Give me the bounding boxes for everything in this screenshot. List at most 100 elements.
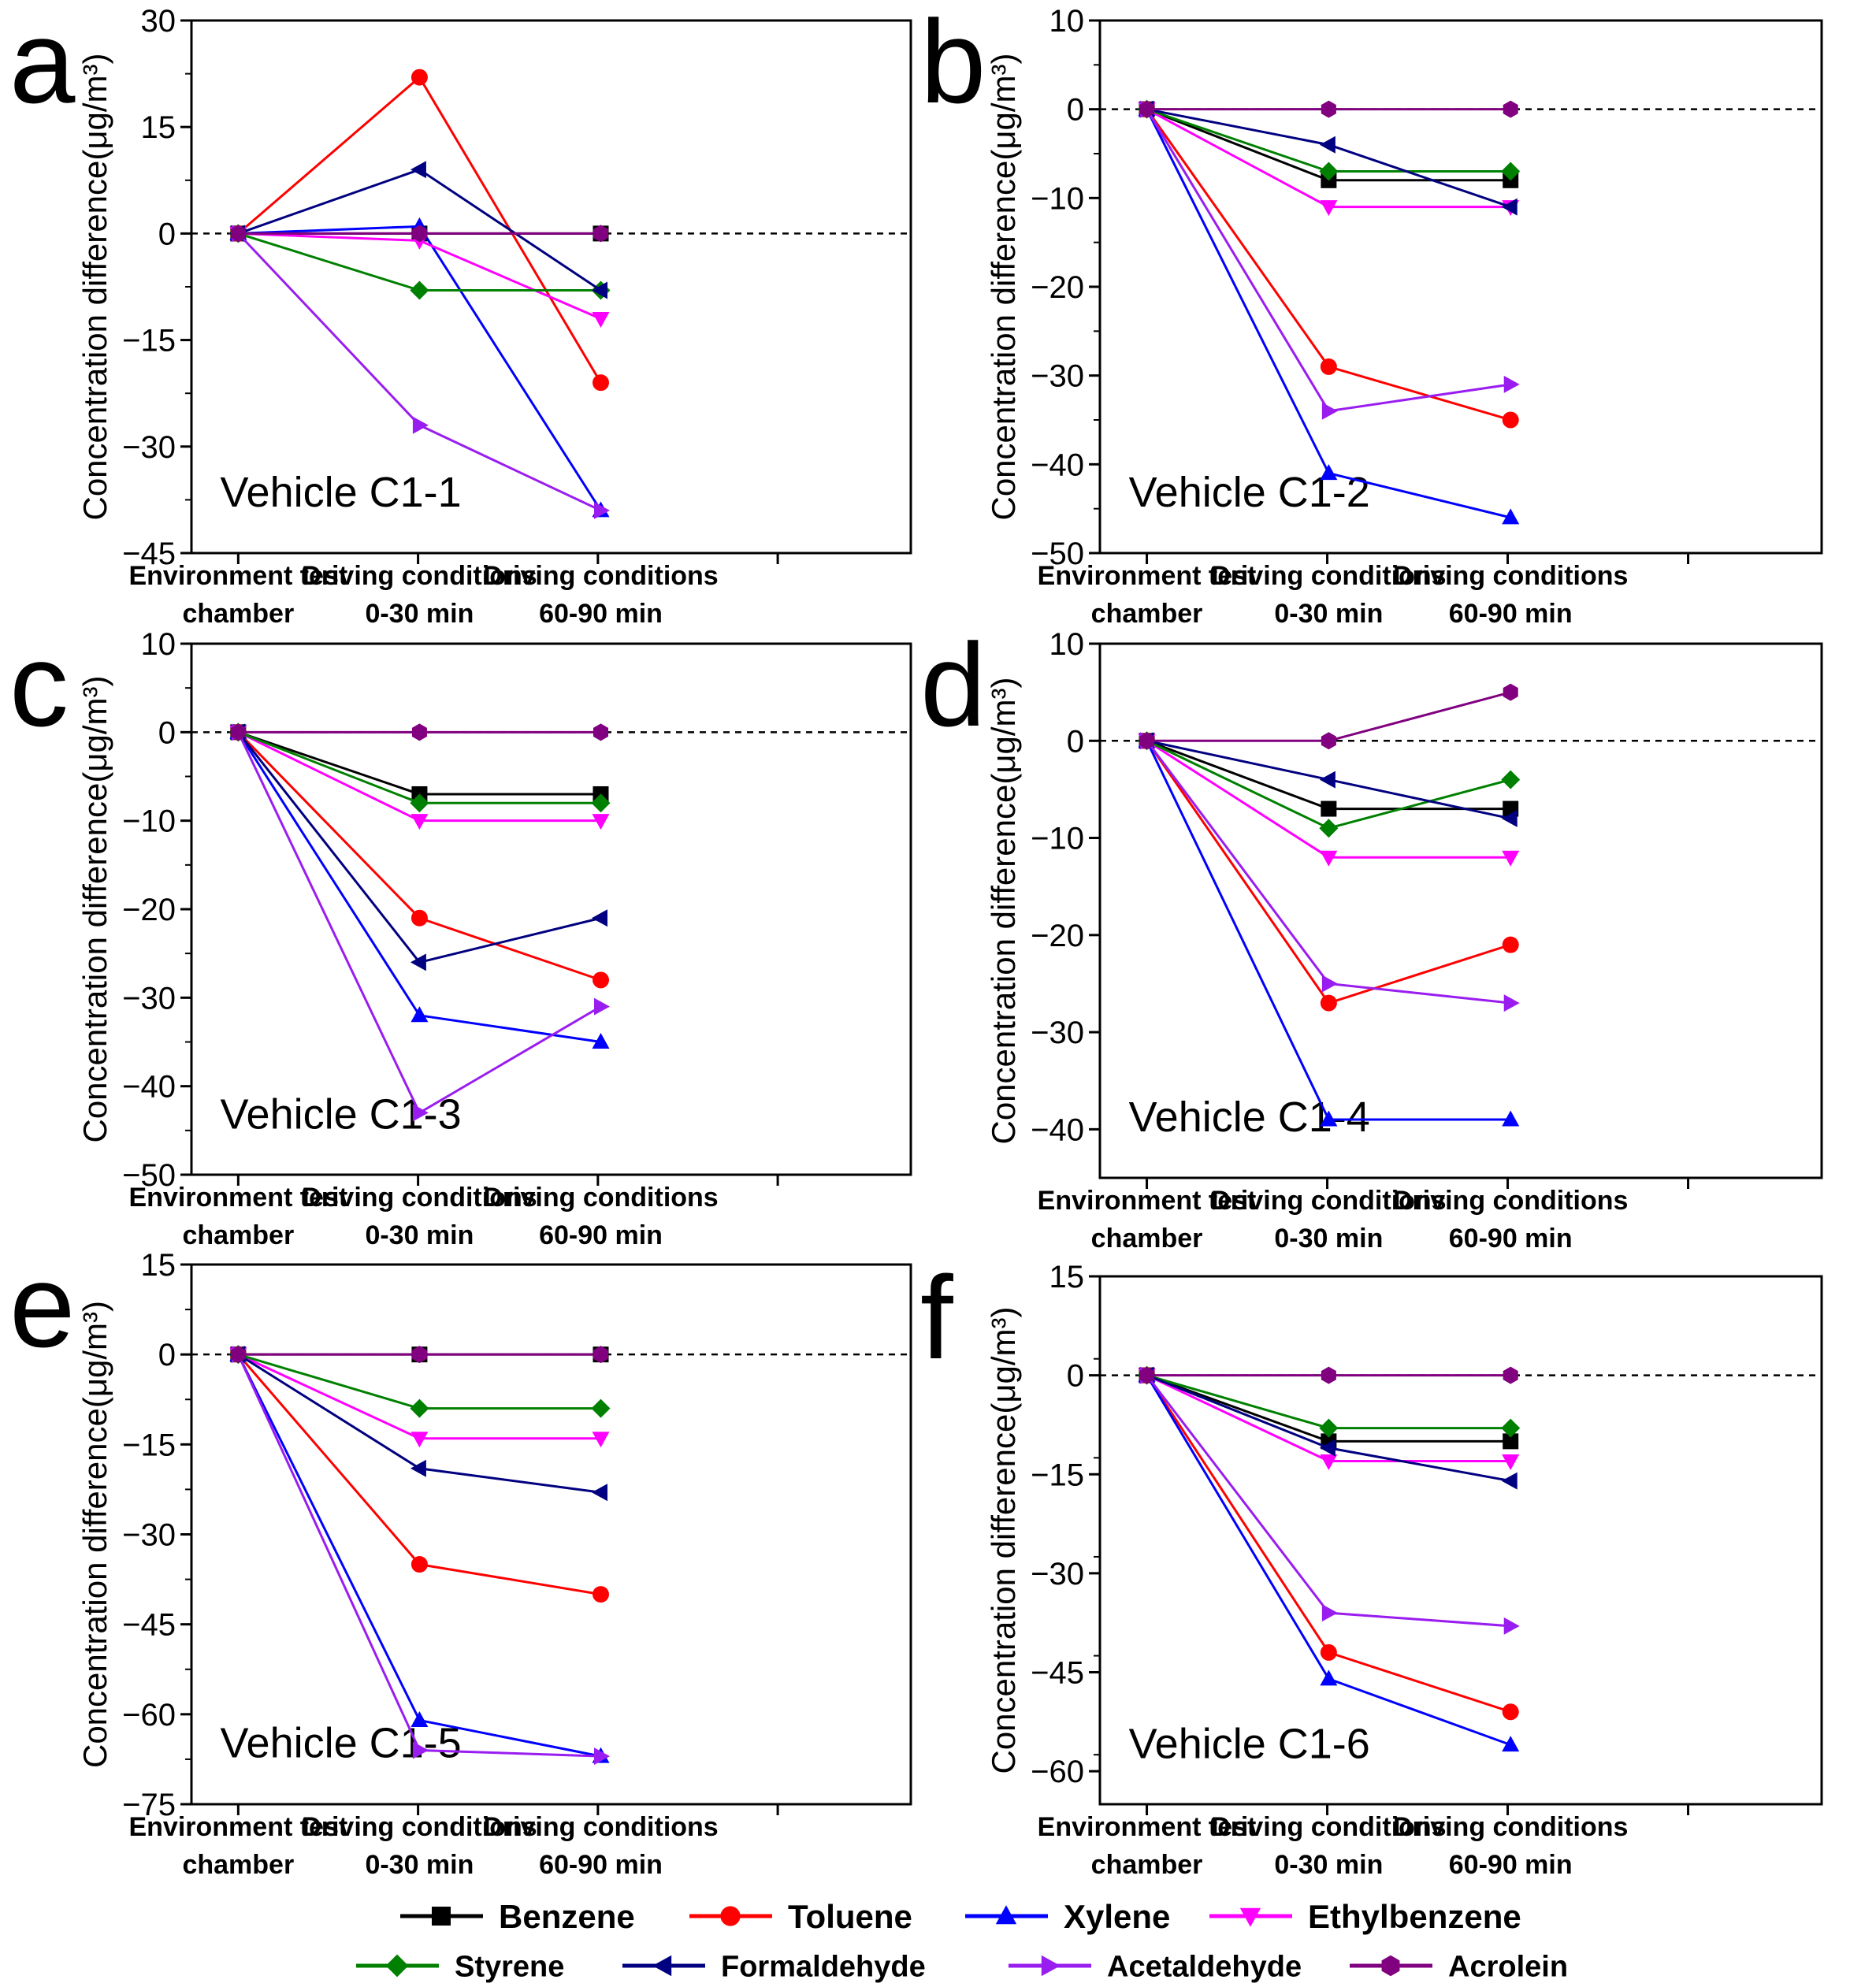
legend-item-formaldehyde[interactable]: Formaldehyde [622,1951,926,1984]
y-tick-label: −40 [1031,1112,1084,1147]
y-tick-label: −10 [1031,181,1084,216]
legend-item-acrolein[interactable]: Acrolein [1350,1951,1568,1984]
y-tick-label: −15 [122,1428,176,1462]
data-point-formaldehyde [1501,198,1518,216]
legend-item-acetaldehyde[interactable]: Acetaldehyde [1009,1951,1302,1984]
data-point-acrolein [1321,732,1336,750]
data-point-acrolein [593,1346,609,1364]
series-xylene [1138,731,1520,1127]
y-axis-label: Concentration difference(μg/m³) [985,53,1022,520]
y-tick-label: 10 [141,627,176,662]
series-ethylbenzene [229,725,610,830]
y-tick-label: −30 [122,1518,176,1553]
legend-marker-acrolein [1381,1955,1400,1977]
y-tick-label: 0 [1067,1359,1084,1394]
x-category-sublabel: 0-30 min [365,599,474,629]
y-tick-label: −30 [1031,359,1084,394]
data-point-styrene [591,793,611,813]
series-acrolein [230,723,609,741]
series-toluene [229,723,609,989]
legend-item-styrene[interactable]: Styrene [356,1951,564,1984]
data-point-acetaldehyde [1503,1617,1520,1635]
x-category-sublabel: 60-90 min [1449,599,1573,629]
legend-item-xylene[interactable]: Xylene [965,1898,1170,1935]
y-tick-label: −20 [122,893,176,927]
data-point-acrolein [411,1346,427,1364]
vehicle-label: Vehicle C1-1 [221,469,462,516]
data-point-styrene [591,1398,611,1418]
x-category-sublabel: chamber [182,599,294,629]
y-tick-label: −10 [122,804,176,839]
y-tick-label: −15 [1031,1458,1084,1492]
y-tick-label: 0 [158,1338,176,1372]
y-tick-label: 30 [141,4,176,39]
data-point-acrolein [593,723,609,741]
y-tick-label: −30 [1031,1557,1084,1591]
data-point-ethylbenzene [1502,850,1520,867]
data-point-acetaldehyde [593,997,610,1016]
series-line-ethylbenzene [1146,740,1511,859]
legend-item-toluene[interactable]: Toluene [689,1898,912,1935]
y-tick-label: −45 [122,1608,176,1643]
data-point-formaldehyde [1319,136,1335,154]
data-point-styrene [410,793,429,813]
series-toluene [1139,101,1519,429]
x-category-label: Driving conditions [1393,561,1628,591]
x-category-sublabel: 60-90 min [1449,1850,1573,1880]
x-category-label: Environment test [1038,561,1257,591]
data-point-xylene [1320,1669,1338,1686]
data-point-formaldehyde [1319,1439,1335,1457]
y-tick-label: −15 [122,324,176,358]
y-tick-label: −50 [122,1158,176,1193]
series-line-xylene [238,225,602,511]
plot-frame [1098,642,1823,1179]
data-point-xylene [1502,1110,1520,1127]
data-point-acrolein [230,225,246,243]
data-point-acetaldehyde [1321,975,1338,993]
x-category-sublabel: 0-30 min [1274,599,1383,629]
data-point-formaldehyde [1319,771,1335,789]
data-point-ethylbenzene [1502,1454,1520,1470]
panel-letter: a [9,0,76,128]
x-category-label: Environment test [128,1812,347,1842]
series-xylene [229,722,610,1049]
x-category-label: Driving conditions [1211,1186,1446,1216]
data-point-styrene [1501,162,1521,181]
legend-marker-acetaldehyde [1041,1955,1061,1977]
x-category-sublabel: 60-90 min [539,599,663,629]
legend-item-ethylbenzene[interactable]: Ethylbenzene [1209,1898,1521,1935]
data-point-acetaldehyde [412,416,429,434]
series-acetaldehyde [1140,1366,1520,1635]
data-point-acrolein [1503,100,1518,118]
data-point-ethylbenzene [1320,200,1338,217]
x-category-label: Environment test [1038,1186,1257,1216]
x-category-label: Driving conditions [302,1183,537,1213]
data-point-ethylbenzene [592,312,610,329]
y-tick-label: −50 [1031,537,1084,571]
y-tick-label: 10 [1049,4,1085,39]
y-tick-label: −40 [1031,448,1084,482]
y-tick-label: −20 [1031,919,1084,953]
x-category-label: Environment test [1038,1812,1257,1842]
series-formaldehyde [228,723,607,971]
y-axis-label: Concentration difference(μg/m³) [985,677,1022,1144]
y-tick-label: −60 [122,1698,176,1733]
legend-label-acrolein: Acrolein [1448,1951,1568,1984]
x-category-sublabel: 60-90 min [539,1220,663,1250]
data-point-acrolein [1321,1366,1336,1384]
legend-item-benzene[interactable]: Benzene [400,1898,635,1935]
x-category-label: Driving conditions [1393,1812,1628,1842]
data-point-styrene [1319,1418,1339,1438]
y-axis-label: Concentration difference(μg/m³) [985,1306,1022,1773]
y-axis-label: Concentration difference(μg/m³) [76,53,113,520]
y-tick-label: 0 [158,715,176,750]
legend-marker-styrene [385,1954,409,1978]
x-category-label: Environment test [128,561,347,591]
data-point-acrolein [1139,1366,1155,1384]
legend-label-acetaldehyde: Acetaldehyde [1107,1951,1302,1984]
data-point-toluene [592,374,609,392]
vehicle-label: Vehicle C1-4 [1129,1094,1370,1141]
y-axis-label: Concentration difference(μg/m³) [76,1301,113,1768]
